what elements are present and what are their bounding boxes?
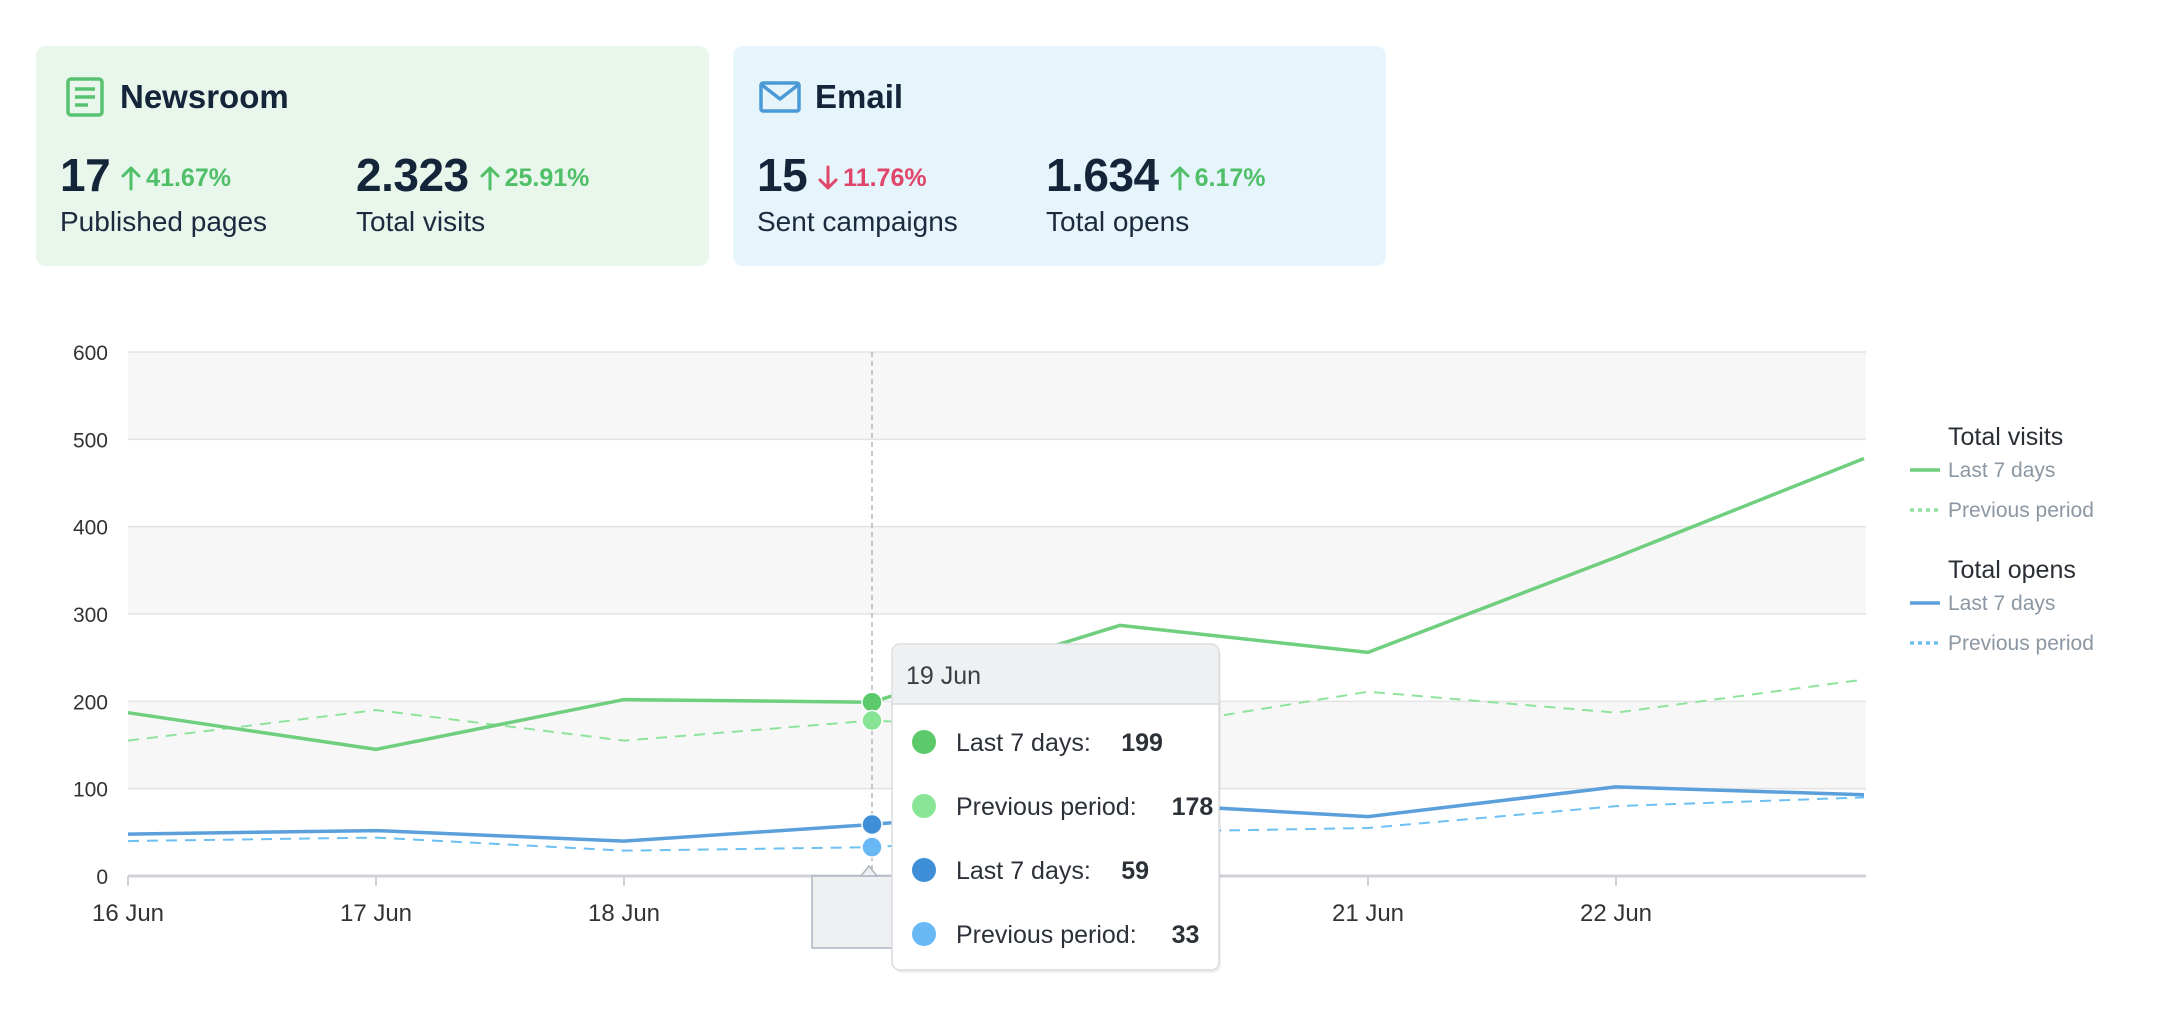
grid-band bbox=[128, 526, 1866, 614]
y-tick-label: 300 bbox=[73, 604, 108, 627]
newsroom-card-header: Newsroom bbox=[64, 76, 289, 118]
published-pages-label: Published pages bbox=[60, 206, 268, 237]
y-tick-label: 400 bbox=[73, 517, 108, 540]
legend-group-title: Total visits bbox=[1948, 423, 2063, 451]
tooltip-box bbox=[891, 643, 1220, 971]
x-tick-label: 21 Jun bbox=[1332, 900, 1404, 927]
envelope-icon bbox=[759, 81, 801, 113]
tooltip-row-value: 59 bbox=[1121, 857, 1149, 885]
x-axis-hover-pointer bbox=[859, 864, 879, 877]
opens-previous-period-line[interactable] bbox=[127, 796, 1865, 852]
x-axis-hover-label-box bbox=[811, 875, 895, 949]
published-pages-change: 41.67% bbox=[120, 164, 231, 193]
tooltip-row-label: Last 7 days: bbox=[956, 857, 1091, 885]
total-visits-value: 2.323 bbox=[356, 149, 469, 201]
tooltip: 19 Jun Last 7 days: 199 Previous period: 178… bbox=[891, 643, 1221, 973]
legend-group-title: Total opens bbox=[1948, 556, 2076, 584]
x-tick-label: 16 Jun bbox=[92, 900, 164, 927]
total-opens-label: Total opens bbox=[1046, 206, 1190, 237]
tooltip-row-value: 33 bbox=[1172, 921, 1200, 949]
hover-marker[interactable] bbox=[861, 691, 883, 713]
legend-item-label: Previous period bbox=[1948, 632, 2094, 655]
email-card-header: Email bbox=[759, 76, 903, 118]
hover-marker[interactable] bbox=[861, 709, 883, 732]
visits-previous-period-line[interactable] bbox=[127, 678, 1865, 742]
tooltip-row-label: Previous period: bbox=[956, 793, 1137, 821]
tooltip-row-marker bbox=[912, 730, 936, 754]
legend-item-label: Last 7 days bbox=[1948, 592, 2055, 615]
y-tick-label: 200 bbox=[73, 691, 108, 714]
sent-campaigns-change-text: 11.76% bbox=[843, 163, 927, 192]
tooltip-header-bg bbox=[893, 645, 1218, 704]
tooltip-row-marker bbox=[912, 922, 936, 946]
total-opens-value: 1.634 bbox=[1046, 149, 1159, 201]
y-tick-label: 600 bbox=[73, 342, 108, 365]
total-opens-change: 6.17% bbox=[1169, 164, 1266, 193]
arrow-up-icon bbox=[480, 166, 500, 191]
tooltip-row-value: 199 bbox=[1121, 729, 1163, 757]
sent-campaigns-label: Sent campaigns bbox=[757, 206, 958, 237]
y-tick-label: 500 bbox=[73, 429, 108, 452]
total-opens-stat: 1.634 6.17% Total opens bbox=[1046, 148, 1266, 238]
newsroom-card: Newsroom 17 41.67% Published pages 2.323… bbox=[36, 46, 709, 266]
tooltip-row-marker bbox=[912, 858, 936, 882]
hover-marker[interactable] bbox=[861, 813, 883, 836]
total-visits-label: Total visits bbox=[356, 206, 486, 237]
email-card: Email 15 11.76% Sent campaigns 1.634 6.1… bbox=[733, 46, 1386, 266]
total-visits-change: 25.91% bbox=[479, 163, 590, 193]
total-visits-stat: 2.323 25.91% Total visits bbox=[356, 148, 589, 238]
tooltip-row-label: Last 7 days: bbox=[956, 729, 1091, 757]
email-title: Email bbox=[815, 78, 904, 115]
newsroom-title: Newsroom bbox=[120, 78, 289, 115]
legend-item-label: Previous period bbox=[1948, 499, 2094, 522]
legend-item-label: Last 7 days bbox=[1948, 459, 2055, 482]
arrow-down-icon bbox=[818, 165, 838, 190]
published-pages-stat: 17 41.67% Published pages bbox=[60, 148, 267, 238]
sent-campaigns-change: 11.76% bbox=[817, 163, 927, 193]
arrow-up-icon bbox=[121, 166, 141, 191]
x-tick-label: 17 Jun bbox=[340, 900, 412, 927]
sent-campaigns-value: 15 bbox=[757, 149, 808, 201]
tooltip-title: 19 Jun bbox=[906, 662, 981, 690]
newsroom-document-icon bbox=[66, 77, 104, 117]
tooltip-row-label: Previous period: bbox=[956, 921, 1137, 949]
grid-band bbox=[128, 352, 1866, 440]
total-opens-change-text: 6.17% bbox=[1194, 163, 1266, 192]
sent-campaigns-stat: 15 11.76% Sent campaigns bbox=[757, 148, 958, 238]
y-tick-label: 100 bbox=[73, 779, 108, 802]
tooltip-row-value: 178 bbox=[1172, 793, 1214, 821]
published-pages-value: 17 bbox=[60, 149, 111, 201]
hover-marker[interactable] bbox=[861, 836, 883, 858]
y-tick-label: 0 bbox=[96, 866, 108, 889]
published-pages-change-text: 41.67% bbox=[146, 163, 231, 192]
total-visits-change-text: 25.91% bbox=[504, 163, 590, 192]
tooltip-row-marker bbox=[912, 794, 936, 818]
x-tick-label: 22 Jun bbox=[1580, 900, 1652, 927]
x-tick-label: 18 Jun bbox=[588, 900, 660, 927]
arrow-up-icon bbox=[1170, 166, 1190, 191]
